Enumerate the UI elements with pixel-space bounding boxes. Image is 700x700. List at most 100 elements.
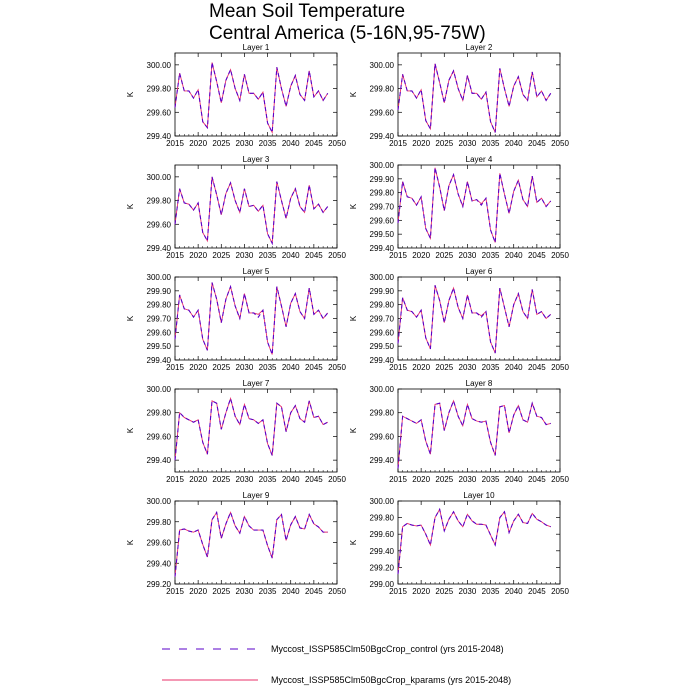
panel-title: Layer 2	[466, 43, 493, 52]
x-tick-label: 2025	[435, 139, 453, 148]
panel-title: Layer 3	[243, 155, 270, 164]
y-tick-label: 299.80	[370, 301, 395, 310]
plot-frame	[397, 500, 561, 585]
plot-frame	[397, 388, 561, 473]
x-tick-label: 2040	[282, 363, 300, 372]
y-tick-label: 299.60	[370, 432, 395, 441]
x-tick-label: 2020	[189, 587, 207, 596]
series-line-control	[397, 507, 551, 575]
figure-title-line2: Central America (5-16N,95-75W)	[209, 23, 486, 44]
y-tick-label: 300.00	[370, 385, 395, 394]
y-tick-label: 299.40	[147, 559, 172, 568]
y-tick-label: 299.40	[147, 132, 172, 141]
x-tick-label: 2050	[551, 475, 569, 484]
y-tick-label: 299.40	[147, 456, 172, 465]
x-tick-label: 2015	[166, 587, 184, 596]
y-tick-label: 299.40	[370, 547, 395, 556]
x-tick-label: 2035	[482, 475, 500, 484]
y-tick-label: 300.00	[370, 61, 395, 70]
plot-frame	[174, 52, 338, 137]
panel-title: Layer 5	[243, 267, 270, 276]
x-tick-label: 2015	[389, 139, 407, 148]
y-tick-label: 299.60	[370, 108, 395, 117]
x-tick-label: 2035	[259, 139, 277, 148]
series-line-control	[174, 176, 329, 246]
x-tick-label: 2050	[328, 251, 346, 260]
y-axis-label: K	[349, 539, 358, 545]
x-tick-label: 2050	[551, 363, 569, 372]
x-tick-label: 2020	[412, 587, 430, 596]
x-tick-label: 2040	[282, 475, 300, 484]
x-tick-label: 2030	[236, 587, 254, 596]
x-tick-label: 2025	[435, 587, 453, 596]
y-tick-label: 299.80	[147, 197, 172, 206]
x-tick-label: 2015	[389, 587, 407, 596]
x-tick-label: 2035	[259, 363, 277, 372]
x-tick-label: 2050	[551, 139, 569, 148]
y-tick-label: 299.40	[370, 456, 395, 465]
x-tick-label: 2020	[189, 363, 207, 372]
plot-frame	[397, 52, 561, 137]
x-tick-label: 2045	[305, 363, 323, 372]
x-tick-label: 2030	[459, 475, 477, 484]
x-tick-label: 2050	[328, 475, 346, 484]
panel-title: Layer 6	[466, 267, 493, 276]
x-tick-label: 2040	[505, 251, 523, 260]
panel-title: Layer 9	[243, 491, 270, 500]
series-line-kparams	[397, 399, 551, 469]
x-tick-label: 2020	[412, 363, 430, 372]
x-tick-label: 2015	[389, 251, 407, 260]
x-tick-label: 2045	[305, 475, 323, 484]
legend: Myccost_ISSP585Clm50BgcCrop_control (yrs…	[162, 644, 511, 685]
y-tick-label: 299.60	[370, 216, 395, 225]
x-tick-label: 2030	[459, 139, 477, 148]
y-tick-label: 300.00	[370, 273, 395, 282]
series-line-control	[174, 510, 328, 577]
x-tick-label: 2035	[259, 475, 277, 484]
y-tick-label: 300.00	[370, 497, 395, 506]
panel-layer-10: Layer 10 2015 2020 2025 2030 2035 2040 2045 2050…	[349, 491, 569, 596]
series-line-kparams	[174, 282, 329, 355]
x-tick-label: 2030	[459, 587, 477, 596]
y-tick-label: 299.80	[147, 85, 172, 94]
series-line-kparams	[174, 62, 329, 135]
x-tick-label: 2040	[505, 139, 523, 148]
legend-label-control: Myccost_ISSP585Clm50BgcCrop_control (yrs…	[271, 644, 504, 654]
y-tick-label: 300.00	[147, 385, 172, 394]
y-axis-label: K	[349, 203, 358, 209]
y-axis-label: K	[349, 315, 358, 321]
y-tick-label: 299.90	[370, 287, 395, 296]
x-tick-label: 2040	[282, 587, 300, 596]
y-tick-label: 299.40	[370, 356, 395, 365]
x-tick-label: 2030	[236, 475, 254, 484]
x-tick-label: 2025	[212, 139, 230, 148]
series-line-kparams	[397, 167, 552, 243]
x-tick-label: 2015	[389, 475, 407, 484]
y-tick-label: 300.00	[147, 61, 172, 70]
panel-title: Layer 8	[466, 379, 493, 388]
x-tick-label: 2030	[459, 363, 477, 372]
series-line-control	[397, 399, 551, 469]
series-line-kparams	[397, 285, 552, 354]
x-tick-label: 2020	[412, 251, 430, 260]
y-tick-label: 299.70	[147, 315, 172, 324]
y-tick-label: 299.40	[370, 132, 395, 141]
x-tick-label: 2025	[212, 363, 230, 372]
y-axis-label: K	[349, 91, 358, 97]
series-line-kparams	[174, 396, 328, 461]
x-tick-label: 2035	[259, 587, 277, 596]
plot-frame	[174, 388, 338, 473]
y-tick-label: 299.60	[147, 328, 172, 337]
series-line-control	[174, 282, 329, 355]
panel-layer-5: Layer 5 2015 2020 2025 2030 2035 2040 2045 2050 2…	[126, 267, 346, 372]
y-tick-label: 299.50	[370, 342, 395, 351]
x-tick-label: 2030	[236, 251, 254, 260]
x-tick-label: 2045	[305, 251, 323, 260]
x-tick-label: 2050	[551, 587, 569, 596]
x-tick-label: 2040	[505, 587, 523, 596]
x-tick-label: 2035	[482, 139, 500, 148]
x-tick-label: 2025	[435, 251, 453, 260]
y-axis-label: K	[126, 91, 135, 97]
series-line-control	[174, 396, 328, 461]
